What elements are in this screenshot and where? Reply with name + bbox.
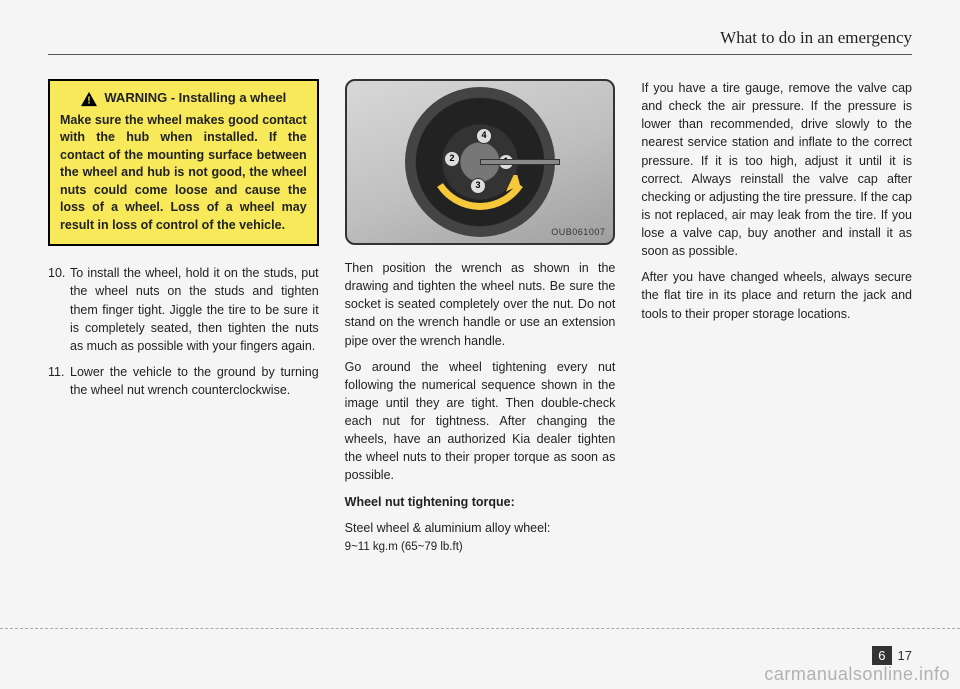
step-11-number: 11. (48, 363, 70, 399)
warning-box: ! WARNING - Installing a wheel Make sure… (48, 79, 319, 246)
col2-paragraph-2: Go around the wheel tightening every nut… (345, 358, 616, 485)
warning-body: Make sure the wheel makes good contact w… (60, 112, 307, 235)
warning-triangle-icon: ! (80, 91, 98, 107)
step-10: 10. To install the wheel, hold it on the… (48, 264, 319, 355)
content-columns: ! WARNING - Installing a wheel Make sure… (48, 79, 912, 555)
col3-paragraph-1: If you have a tire gauge, remove the val… (641, 79, 912, 260)
watermark: carmanualsonline.info (764, 664, 950, 685)
tire-figure: 1 2 3 4 OUB061007 (345, 79, 616, 245)
col2-paragraph-1: Then position the wrench as shown in the… (345, 259, 616, 350)
step-10-number: 10. (48, 264, 70, 355)
wrench-illustration (480, 159, 560, 165)
warning-header: ! WARNING - Installing a wheel (60, 89, 307, 108)
section-title: What to do in an emergency (720, 28, 912, 47)
rotation-arrow-icon (425, 175, 535, 235)
chapter-number: 6 (872, 646, 891, 665)
page-number: 17 (898, 648, 912, 663)
step-10-text: To install the wheel, hold it on the stu… (70, 264, 319, 355)
svg-text:!: ! (88, 95, 91, 106)
torque-label: Wheel nut tightening torque: (345, 493, 616, 511)
warning-label: WARNING (104, 90, 167, 105)
warning-title-wrap: WARNING - Installing a wheel (104, 89, 286, 108)
col3-paragraph-2: After you have changed wheels, always se… (641, 268, 912, 322)
lug-4: 4 (476, 128, 492, 144)
page-footer: 6 17 (872, 646, 912, 665)
column-2: 1 2 3 4 OUB061007 Then position the wren… (345, 79, 616, 555)
torque-value: 9~11 kg.m (65~79 lb.ft) (345, 539, 616, 556)
footer-divider (0, 628, 960, 629)
step-11: 11. Lower the vehicle to the ground by t… (48, 363, 319, 399)
torque-wheel-type: Steel wheel & aluminium alloy wheel: (345, 519, 616, 537)
column-3: If you have a tire gauge, remove the val… (641, 79, 912, 555)
lug-2: 2 (444, 151, 460, 167)
page-container: What to do in an emergency ! WARNING - I… (0, 0, 960, 689)
step-11-text: Lower the vehicle to the ground by turni… (70, 363, 319, 399)
column-1: ! WARNING - Installing a wheel Make sure… (48, 79, 319, 555)
section-header: What to do in an emergency (48, 28, 912, 55)
figure-code: OUB061007 (551, 226, 605, 239)
warning-subtitle: - Installing a wheel (171, 90, 287, 105)
